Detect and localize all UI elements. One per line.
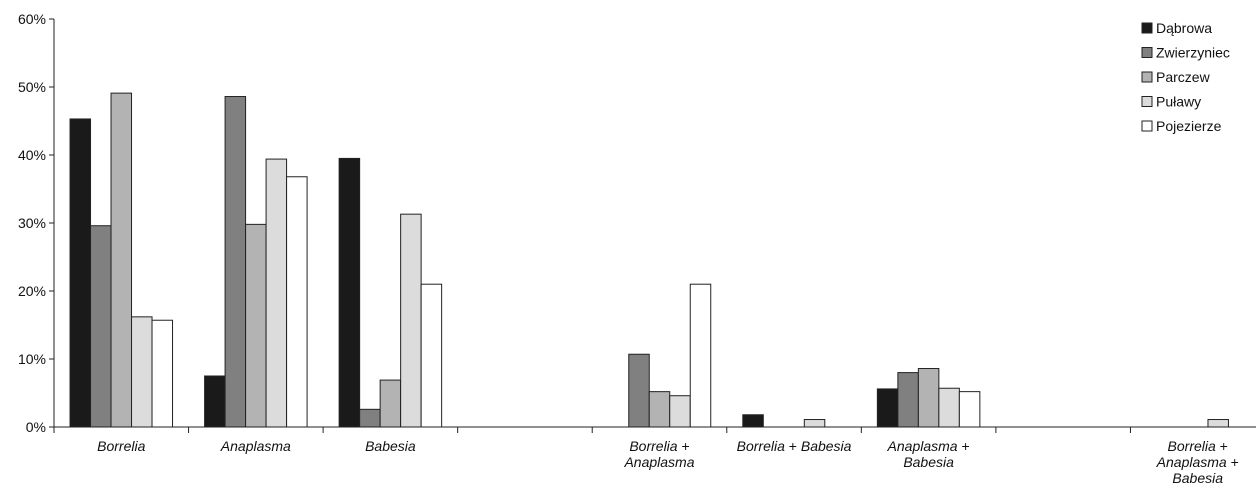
x-category-label: Anaplasma (220, 438, 291, 454)
bar-parczew-6 (917, 368, 940, 428)
x-category-label: Anaplasma + (887, 438, 970, 454)
bar-parczew-4 (648, 391, 671, 428)
x-category-label: Borrelia + Babesia (737, 438, 852, 454)
legend-swatch-pu-awy (1141, 96, 1153, 107)
y-tick-label: 10% (18, 351, 46, 367)
bar-d-browa-1 (204, 375, 226, 428)
bar-pojezierze-2 (420, 283, 443, 428)
bar-pu-awy-2 (400, 213, 422, 428)
bar-parczew-1 (245, 223, 267, 428)
legend-swatch-zwierzyniec (1141, 47, 1153, 58)
bar-pu-awy-8 (1207, 419, 1229, 428)
bar-pojezierze-6 (958, 391, 981, 428)
x-category-label: Babesia (365, 438, 416, 454)
legend: Dąbrowa Zwierzyniec Parczew Puławy Pojezierz… (1141, 20, 1230, 134)
legend-label: Parczew (1156, 69, 1211, 85)
x-category-label: Babesia (903, 454, 954, 470)
bar-zwierzyniec-4 (628, 353, 650, 428)
bar-pu-awy-5 (803, 419, 826, 428)
x-category-label: Borrelia + (629, 438, 689, 454)
y-tick-label: 40% (18, 147, 46, 163)
bar-zwierzyniec-6 (897, 372, 919, 428)
bar-pojezierze-0 (151, 319, 174, 428)
x-category-label: Borrelia + (1168, 438, 1228, 454)
bar-d-browa-5 (742, 414, 764, 428)
bar-d-browa-0 (69, 118, 92, 428)
bar-pu-awy-4 (669, 395, 691, 428)
legend-label: Pojezierze (1156, 118, 1222, 134)
bar-zwierzyniec-2 (359, 408, 381, 428)
legend-label: Zwierzyniec (1156, 45, 1230, 61)
y-tick-label: 20% (18, 283, 46, 299)
x-category-label: Anaplasma + (1156, 454, 1239, 470)
bar-pu-awy-1 (265, 158, 288, 428)
bar-d-browa-2 (338, 157, 361, 428)
y-tick-label: 30% (18, 215, 46, 231)
bar-pojezierze-1 (286, 176, 308, 428)
bar-parczew-2 (379, 379, 402, 428)
legend-swatch-pojezierze (1141, 120, 1153, 132)
bar-pu-awy-0 (131, 316, 153, 428)
bar-parczew-0 (110, 92, 133, 428)
bar-pojezierze-4 (689, 283, 712, 428)
y-tick-label: 50% (18, 79, 46, 95)
legend-label: Dąbrowa (1156, 20, 1212, 36)
legend-swatch-d-browa (1141, 22, 1153, 34)
legend-label: Puławy (1156, 94, 1201, 110)
x-category-label: Babesia (1172, 470, 1223, 486)
bar-pu-awy-6 (938, 387, 960, 428)
x-category-label: Anaplasma (623, 454, 694, 470)
legend-swatch-parczew (1141, 71, 1153, 83)
bar-zwierzyniec-0 (90, 225, 112, 428)
y-tick-label: 60% (18, 11, 46, 27)
bar-d-browa-6 (876, 388, 899, 428)
bar-zwierzyniec-1 (224, 96, 247, 428)
y-tick-label: 0% (26, 419, 46, 435)
x-category-label: Borrelia (97, 438, 145, 454)
